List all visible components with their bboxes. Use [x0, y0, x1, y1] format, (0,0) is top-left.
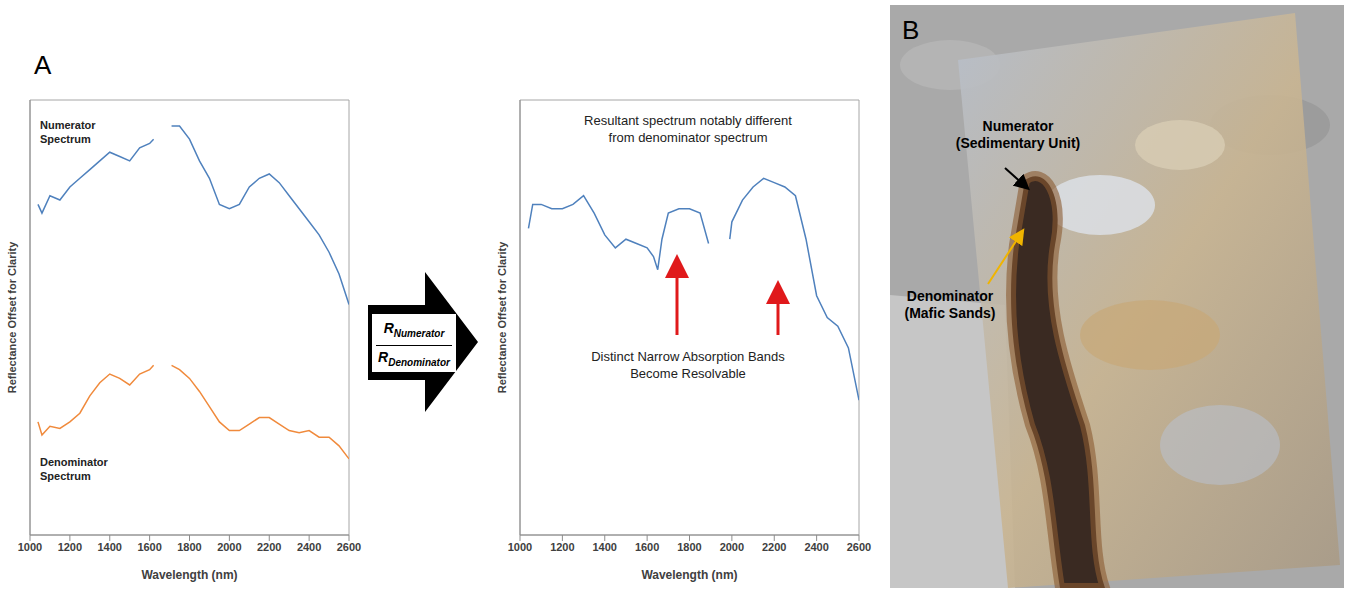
svg-text:2200: 2200 — [257, 541, 281, 553]
svg-text:2000: 2000 — [217, 541, 241, 553]
svg-text:1400: 1400 — [98, 541, 122, 553]
svg-text:2000: 2000 — [720, 541, 744, 553]
html-text:Numerator Spectrum: Numerator Spectrum — [40, 119, 96, 145]
svg-text:Reflectance Offset for Clarity: Reflectance Offset for Clarity — [6, 241, 18, 393]
svg-text:2400: 2400 — [297, 541, 321, 553]
html-text:from denominator spectrum: from denominator spectrum — [608, 130, 768, 145]
html-text:Numerator: Numerator — [982, 118, 1054, 134]
html-text:RDenominator: RDenominator — [378, 348, 450, 368]
html-text:Become Resolvable: Become Resolvable — [630, 366, 746, 381]
svg-text:1600: 1600 — [635, 541, 659, 553]
svg-text:1200: 1200 — [550, 541, 574, 553]
svg-text:1000: 1000 — [18, 541, 42, 553]
html-text:A: A — [34, 50, 52, 80]
svg-text:2400: 2400 — [804, 541, 828, 553]
svg-text:2600: 2600 — [847, 541, 871, 553]
svg-text:1800: 1800 — [677, 541, 701, 553]
svg-text:1400: 1400 — [593, 541, 617, 553]
svg-text:2600: 2600 — [337, 541, 361, 553]
svg-text:Wavelength (nm): Wavelength (nm) — [641, 568, 737, 582]
html-text:(Mafic Sands): (Mafic Sands) — [904, 305, 996, 321]
svg-text:1200: 1200 — [58, 541, 82, 553]
svg-text:Reflectance Offset for Clarity: Reflectance Offset for Clarity — [496, 241, 508, 393]
html-text:(Sedimentary Unit): (Sedimentary Unit) — [955, 135, 1081, 151]
html-text:Denominator Spectrum: Denominator Spectrum — [40, 456, 108, 482]
svg-text:1000: 1000 — [508, 541, 532, 553]
svg-text:2200: 2200 — [762, 541, 786, 553]
html-text:RNumerator: RNumerator — [383, 320, 445, 339]
html-text:Distinct Narrow Absorption Ban: Distinct Narrow Absorption Bands — [591, 349, 785, 364]
html-text:Resultant spectrum notably dif: Resultant spectrum notably different — [584, 113, 792, 128]
svg-text:1600: 1600 — [137, 541, 161, 553]
svg-text:1800: 1800 — [177, 541, 201, 553]
svg-text:Wavelength (nm): Wavelength (nm) — [141, 568, 237, 582]
html-text:Denominator: Denominator — [906, 288, 994, 304]
svg-text:B: B — [902, 15, 919, 45]
